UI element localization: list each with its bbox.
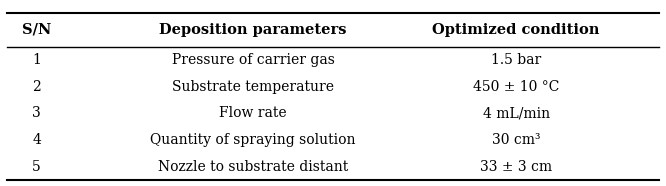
Text: Pressure of carrier gas: Pressure of carrier gas xyxy=(172,53,334,67)
Text: 4 mL/min: 4 mL/min xyxy=(483,106,549,121)
Text: 1.5 bar: 1.5 bar xyxy=(491,53,541,67)
Text: 2: 2 xyxy=(32,80,41,94)
Text: Optimized condition: Optimized condition xyxy=(432,23,600,37)
Text: 30 cm³: 30 cm³ xyxy=(492,133,540,147)
Text: Deposition parameters: Deposition parameters xyxy=(159,23,347,37)
Text: 33 ± 3 cm: 33 ± 3 cm xyxy=(480,160,552,174)
Text: 5: 5 xyxy=(32,160,41,174)
Text: 4: 4 xyxy=(32,133,41,147)
Text: Nozzle to substrate distant: Nozzle to substrate distant xyxy=(158,160,348,174)
Text: Flow rate: Flow rate xyxy=(219,106,287,121)
Text: S/N: S/N xyxy=(22,23,51,37)
Text: 3: 3 xyxy=(32,106,41,121)
Text: Quantity of spraying solution: Quantity of spraying solution xyxy=(151,133,356,147)
Text: 1: 1 xyxy=(32,53,41,67)
Text: 450 ± 10 °C: 450 ± 10 °C xyxy=(473,80,559,94)
Text: Substrate temperature: Substrate temperature xyxy=(172,80,334,94)
